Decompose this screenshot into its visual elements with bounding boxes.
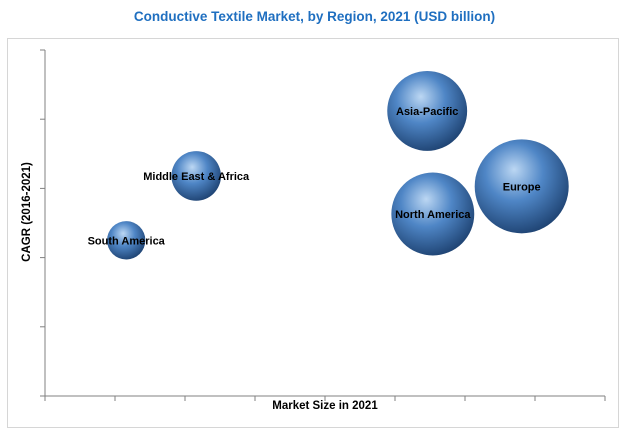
chart-title: Conductive Textile Market, by Region, 20…	[133, 9, 496, 24]
bubble-label: Middle East & Africa	[143, 171, 250, 183]
bubble-south-america	[107, 221, 146, 260]
y-axis-label: CAGR (2016-2021)	[21, 162, 33, 262]
bubbles	[107, 70, 569, 260]
bubble-middle-east-africa	[171, 151, 221, 201]
bubble-label: Asia-Pacific	[396, 106, 458, 118]
bubble-asia-pacific	[387, 70, 468, 151]
bubble-north-america	[391, 172, 475, 256]
bubble-label: North America	[395, 209, 471, 221]
chart-frame	[7, 38, 619, 428]
bubble-labels: South America Middle East & Africa Asia-Pa…	[88, 106, 541, 247]
axes	[40, 49, 606, 401]
bubble-label: Europe	[503, 181, 541, 193]
x-axis-label: Market Size in 2021	[272, 400, 378, 412]
bubble-europe	[474, 139, 569, 234]
bubble-label: South America	[88, 235, 166, 247]
